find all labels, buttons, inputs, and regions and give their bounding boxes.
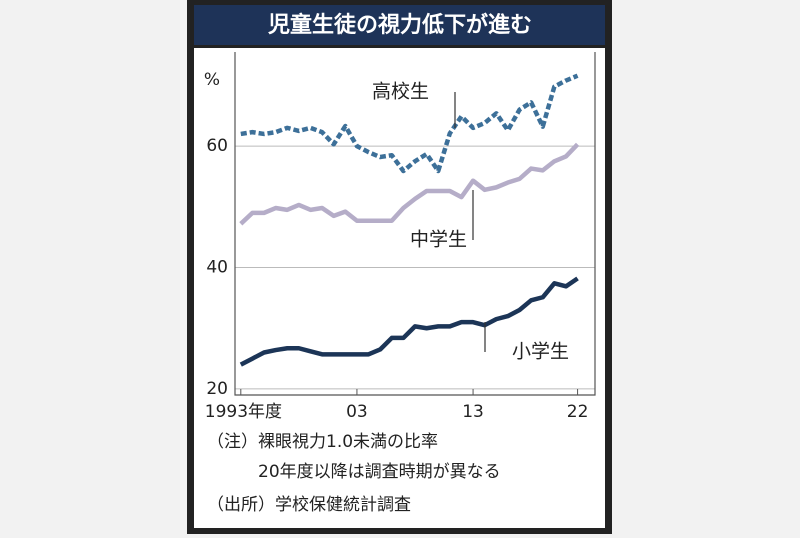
x-tick-label: 13 (462, 402, 484, 422)
chart-title: 児童生徒の視力低下が進む (267, 12, 532, 38)
source: （出所）学校保健統計調査 (207, 495, 411, 515)
y-unit: % (204, 70, 220, 90)
note: 20年度以降は調査時期が異なる (258, 462, 501, 482)
series-line (240, 73, 579, 174)
x-tick-label: 1993年度 (205, 402, 282, 422)
x-tick-label: 03 (346, 402, 368, 422)
axis-frame (234, 52, 596, 396)
series-label: 高校生 (372, 81, 429, 103)
series-label: 小学生 (512, 341, 569, 363)
x-tick-label: 22 (567, 402, 589, 422)
series-line (239, 276, 579, 367)
note: （注）裸眼視力1.0未満の比率 (207, 432, 438, 452)
y-tick-label: 20 (206, 379, 228, 399)
series-line (239, 142, 580, 226)
y-tick-label: 60 (206, 136, 228, 156)
series-label: 中学生 (410, 229, 467, 251)
y-tick-label: 40 (206, 258, 228, 278)
panel (194, 48, 605, 528)
title-bar (194, 5, 605, 45)
